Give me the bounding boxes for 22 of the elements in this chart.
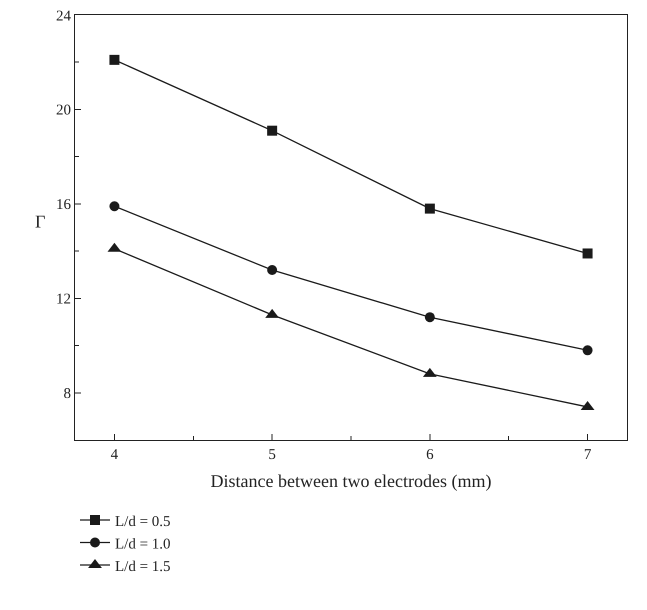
point	[424, 204, 435, 214]
y-tick-label: 20	[56, 102, 71, 119]
point	[267, 126, 278, 136]
point	[267, 265, 278, 275]
x-tick-label: 7	[584, 447, 592, 463]
y-tick-label: 8	[64, 386, 71, 402]
legend-label: L/d = 1.5	[115, 558, 171, 575]
y-tick-label: 24	[56, 8, 72, 24]
point	[109, 54, 120, 65]
y-axis-title: Γ	[34, 212, 46, 232]
legend-label: L/d = 0.5	[115, 514, 171, 530]
point	[109, 201, 120, 212]
x-tick-label: 5	[268, 447, 276, 463]
x-tick-label: 6	[426, 447, 434, 463]
y-tick-label: 16	[56, 197, 72, 214]
point	[582, 345, 593, 356]
point	[424, 312, 435, 322]
point	[582, 248, 593, 258]
y-tick-label: 12	[56, 292, 71, 308]
x-tick-label: 4	[110, 447, 119, 463]
x-axis-title: Distance between two electrodes (mm)	[210, 471, 492, 492]
legend-label: L/d = 1.0	[115, 536, 171, 552]
